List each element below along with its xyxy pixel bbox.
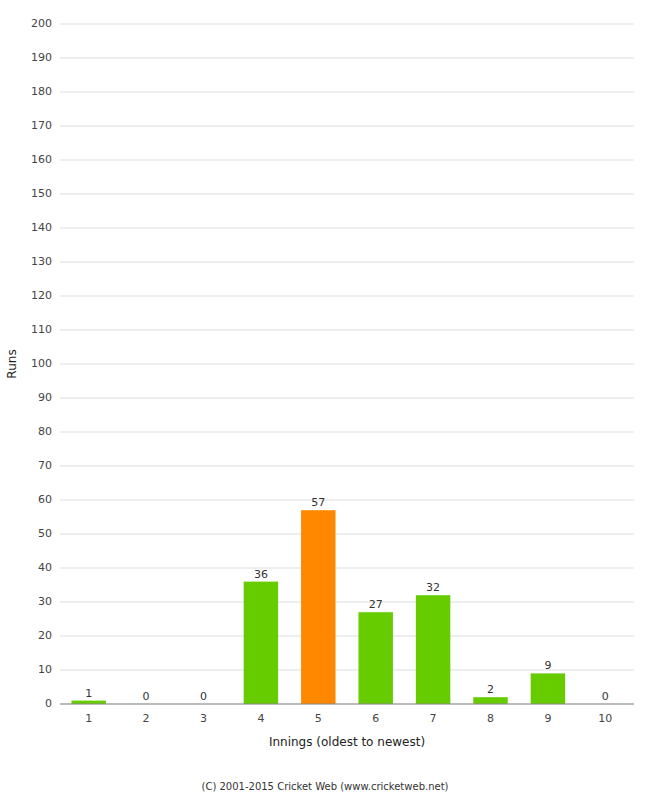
grid — [60, 24, 634, 704]
y-tick-label: 60 — [38, 493, 52, 506]
chart-container: 0102030405060708090100110120130140150160… — [0, 0, 650, 800]
bar — [71, 701, 105, 704]
y-tick-label: 200 — [31, 17, 52, 30]
y-tick-label: 0 — [45, 697, 52, 710]
y-tick-label: 50 — [38, 527, 52, 540]
x-tick-label: 2 — [143, 712, 150, 725]
grid-line — [60, 228, 634, 229]
x-tick-label: 6 — [372, 712, 379, 725]
grid-line — [60, 432, 634, 433]
grid-line — [60, 364, 634, 365]
grid-line — [60, 126, 634, 127]
x-tick-label: 1 — [85, 712, 92, 725]
y-tick-label: 110 — [31, 323, 52, 336]
x-axis: 1 2 3 4 5 6 7 8 9 10 — [60, 704, 634, 725]
y-tick-label: 90 — [38, 391, 52, 404]
data-label: 32 — [426, 581, 440, 594]
y-tick-label: 140 — [31, 221, 52, 234]
bar — [301, 510, 335, 704]
data-label: 2 — [487, 683, 494, 696]
data-label: 0 — [602, 690, 609, 703]
grid-line — [60, 160, 634, 161]
data-label: 57 — [311, 496, 325, 509]
data-label: 9 — [544, 659, 551, 672]
data-label: 0 — [200, 690, 207, 703]
data-label: 1 — [85, 687, 92, 700]
grid-line — [60, 398, 634, 399]
y-axis: 0 10 20 30 40 50 60 70 80 90 100 110 120 130 140 150 160… — [31, 17, 52, 710]
x-tick-label: 4 — [257, 712, 264, 725]
grid-line — [60, 24, 634, 25]
x-tick-label: 8 — [487, 712, 494, 725]
x-tick-label: 5 — [315, 712, 322, 725]
bar — [358, 612, 392, 704]
y-tick-label: 190 — [31, 51, 52, 64]
y-tick-label: 170 — [31, 119, 52, 132]
bar — [416, 595, 450, 704]
data-label: 27 — [369, 598, 383, 611]
x-tick-label: 7 — [430, 712, 437, 725]
y-tick-label: 80 — [38, 425, 52, 438]
grid-line — [60, 296, 634, 297]
grid-line — [60, 92, 634, 93]
x-axis-title: Innings (oldest to newest) — [269, 735, 425, 749]
grid-line — [60, 704, 634, 705]
y-tick-label: 120 — [31, 289, 52, 302]
chart: 0102030405060708090100110120130140150160… — [0, 0, 650, 800]
grid-line — [60, 636, 634, 637]
grid-line — [60, 602, 634, 603]
bar — [531, 673, 565, 704]
bar — [244, 582, 278, 704]
grid-line — [60, 58, 634, 59]
grid-line — [60, 330, 634, 331]
y-tick-label: 30 — [38, 595, 52, 608]
y-tick-label: 150 — [31, 187, 52, 200]
data-label: 36 — [254, 568, 268, 581]
grid-line — [60, 194, 634, 195]
x-tick-label: 3 — [200, 712, 207, 725]
x-axis-line — [60, 704, 634, 705]
data-labels: 1 0 0 36 57 27 32 2 9 0 — [85, 496, 609, 703]
y-axis-title: Runs — [5, 349, 19, 378]
data-label: 0 — [143, 690, 150, 703]
x-tick-label: 10 — [598, 712, 612, 725]
y-tick-label: 160 — [31, 153, 52, 166]
y-tick-label: 180 — [31, 85, 52, 98]
grid-line — [60, 534, 634, 535]
grid-line — [60, 568, 634, 569]
bar — [473, 697, 507, 704]
y-tick-label: 130 — [31, 255, 52, 268]
grid-line — [60, 262, 634, 263]
y-tick-label: 10 — [38, 663, 52, 676]
x-tick-label: 9 — [544, 712, 551, 725]
y-tick-label: 40 — [38, 561, 52, 574]
bars — [71, 510, 565, 704]
y-tick-label: 70 — [38, 459, 52, 472]
y-tick-label: 20 — [38, 629, 52, 642]
y-tick-label: 100 — [31, 357, 52, 370]
grid-line — [60, 466, 634, 467]
grid-line — [60, 500, 634, 501]
footer: (C) 2001-2015 Cricket Web (www.cricketwe… — [202, 781, 449, 792]
